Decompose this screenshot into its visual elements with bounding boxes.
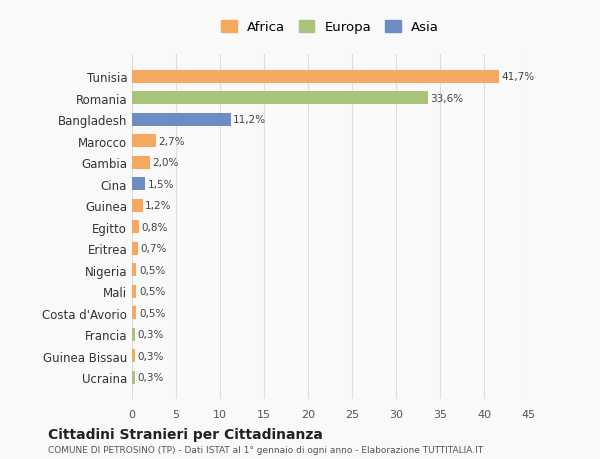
Bar (132, 221, 139, 234)
Bar (132, 113, 230, 127)
Text: 41,7%: 41,7% (502, 72, 535, 82)
Bar (132, 285, 136, 298)
Bar (132, 178, 145, 191)
Bar (132, 199, 143, 212)
Bar (132, 307, 136, 319)
Legend: Africa, Europa, Asia: Africa, Europa, Asia (217, 17, 443, 38)
Text: 0,8%: 0,8% (142, 222, 168, 232)
Bar (132, 92, 428, 105)
Bar (132, 242, 138, 255)
Text: 0,5%: 0,5% (139, 265, 166, 275)
Bar (132, 135, 156, 148)
Text: 1,5%: 1,5% (148, 179, 175, 189)
Bar (132, 349, 134, 362)
Bar (132, 71, 499, 84)
Text: 2,0%: 2,0% (152, 158, 179, 168)
Text: 0,3%: 0,3% (137, 372, 164, 382)
Bar (132, 328, 134, 341)
Text: 33,6%: 33,6% (430, 94, 463, 104)
Text: 11,2%: 11,2% (233, 115, 266, 125)
Text: 2,7%: 2,7% (158, 136, 185, 146)
Text: 0,5%: 0,5% (139, 308, 166, 318)
Text: 0,3%: 0,3% (137, 351, 164, 361)
Text: 0,7%: 0,7% (141, 244, 167, 254)
Bar (132, 263, 136, 276)
Text: 0,5%: 0,5% (139, 286, 166, 297)
Bar (132, 371, 134, 384)
Text: COMUNE DI PETROSINO (TP) - Dati ISTAT al 1° gennaio di ogni anno - Elaborazione : COMUNE DI PETROSINO (TP) - Dati ISTAT al… (48, 445, 483, 454)
Text: 0,3%: 0,3% (137, 330, 164, 339)
Text: 1,2%: 1,2% (145, 201, 172, 211)
Bar (132, 157, 149, 169)
Text: Cittadini Stranieri per Cittadinanza: Cittadini Stranieri per Cittadinanza (48, 427, 323, 441)
